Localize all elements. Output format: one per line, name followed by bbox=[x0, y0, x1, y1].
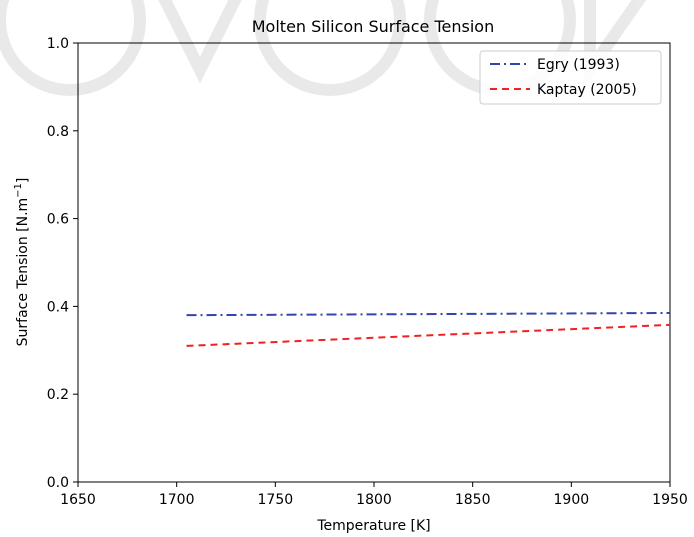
legend-label-egry: Egry (1993) bbox=[537, 57, 620, 73]
y-tick-label: 0.8 bbox=[47, 124, 69, 140]
x-tick-label: 1700 bbox=[159, 492, 195, 508]
legend: Egry (1993) Kaptay (2005) bbox=[479, 50, 662, 105]
x-tick-label: 1800 bbox=[356, 492, 392, 508]
x-tick-label: 1750 bbox=[258, 492, 294, 508]
x-tick-label: 1950 bbox=[652, 492, 688, 508]
y-axis-label-end: ] bbox=[15, 178, 31, 183]
series-line-1 bbox=[186, 323, 671, 347]
x-axis: 1650 1700 1750 1800 1850 1900 1950 bbox=[60, 482, 688, 508]
x-tick-label: 1650 bbox=[60, 492, 96, 508]
x-tick-label: 1900 bbox=[554, 492, 590, 508]
series-line-0 bbox=[186, 311, 671, 317]
y-axis-label: Surface Tension [N.m−1] bbox=[13, 178, 31, 347]
series-layer bbox=[186, 311, 671, 347]
chart-title: Molten Silicon Surface Tension bbox=[252, 17, 494, 36]
y-tick-label: 0.4 bbox=[47, 299, 69, 315]
y-tick-label: 0.6 bbox=[47, 212, 69, 228]
y-tick-label: 0.2 bbox=[47, 387, 69, 403]
y-axis-label-sup: −1 bbox=[13, 183, 24, 198]
y-axis-label-main: Surface Tension [N.m bbox=[15, 198, 31, 347]
legend-label-kaptay: Kaptay (2005) bbox=[537, 82, 637, 98]
y-tick-label: 1.0 bbox=[47, 36, 69, 52]
y-axis: 0.0 0.2 0.4 0.6 0.8 1.0 bbox=[47, 36, 78, 491]
plot-frame bbox=[77, 42, 671, 483]
x-tick-label: 1850 bbox=[455, 492, 491, 508]
x-axis-label: Temperature [K] bbox=[316, 518, 430, 534]
y-tick-label: 0.0 bbox=[47, 475, 69, 491]
